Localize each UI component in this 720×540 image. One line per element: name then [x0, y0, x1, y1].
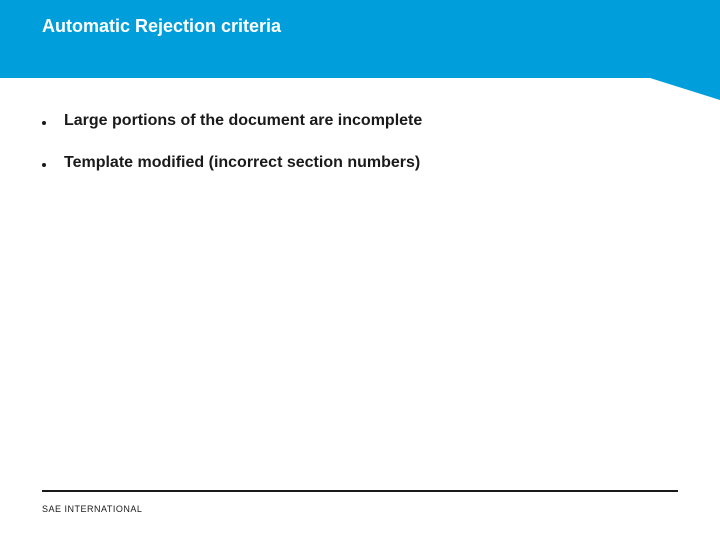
footer-divider: [42, 490, 678, 492]
list-item: Template modified (incorrect section num…: [42, 154, 680, 172]
bullet-text: Large portions of the document are incom…: [64, 112, 422, 130]
bullet-list: Large portions of the document are incom…: [42, 112, 680, 196]
list-item: Large portions of the document are incom…: [42, 112, 680, 130]
bullet-icon: [42, 121, 46, 125]
bullet-text: Template modified (incorrect section num…: [64, 154, 420, 172]
slide: Automatic Rejection criteria Large porti…: [0, 0, 720, 540]
bullet-icon: [42, 163, 46, 167]
footer-label: SAE INTERNATIONAL: [42, 504, 142, 514]
title-bar: Automatic Rejection criteria: [0, 0, 720, 78]
slide-title: Automatic Rejection criteria: [42, 16, 281, 37]
